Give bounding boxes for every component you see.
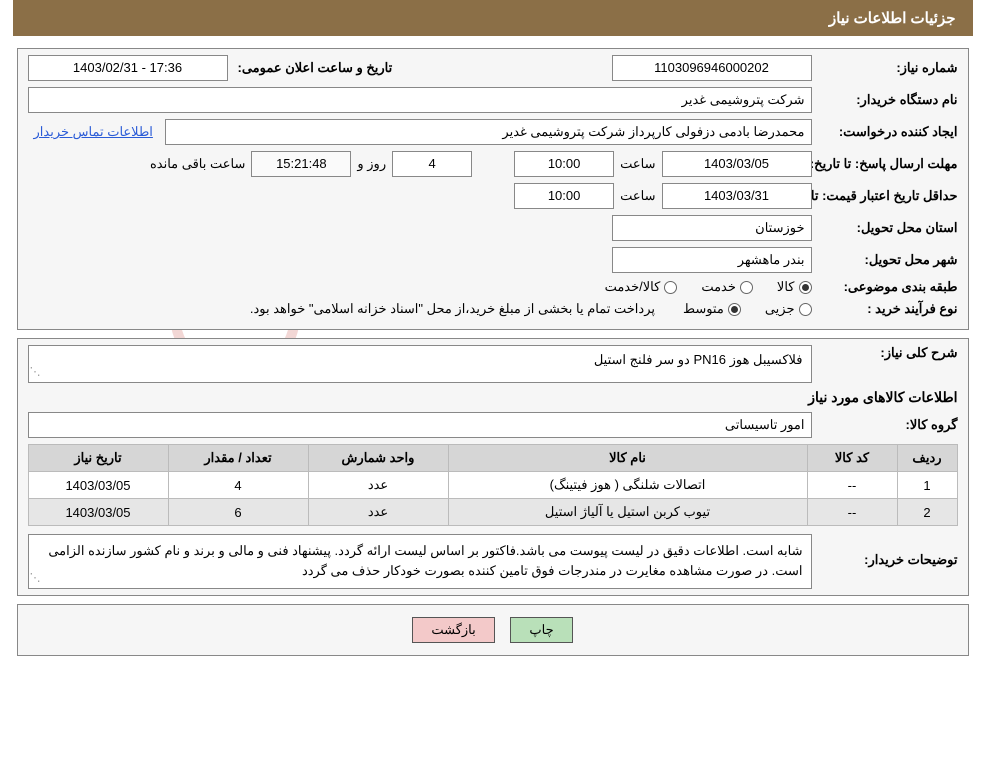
label-price-validity: حداقل تاریخ اعتبار قیمت: تا تاریخ:: [818, 188, 958, 204]
col-name: نام کالا: [448, 445, 807, 472]
radio-cat-service[interactable]: خدمت: [701, 279, 753, 295]
cell-row: 2: [897, 499, 957, 526]
link-contact-buyer[interactable]: اطلاعات تماس خریدار: [28, 124, 159, 140]
field-province: خوزستان: [612, 215, 812, 241]
field-buyer-notes: شابه است. اطلاعات دقیق در لیست پیوست می …: [28, 534, 812, 589]
col-code: کد کالا: [807, 445, 897, 472]
table-header-row: ردیف کد کالا نام کالا واحد شمارش تعداد /…: [28, 445, 957, 472]
cell-unit: عدد: [308, 499, 448, 526]
col-row: ردیف: [897, 445, 957, 472]
label-time-remaining: ساعت باقی مانده: [150, 156, 245, 172]
label-general-desc: شرح کلی نیاز:: [818, 345, 958, 361]
field-need-no: 1103096946000202: [612, 55, 812, 81]
field-buyer-org: شرکت پتروشیمی غدیر: [28, 87, 812, 113]
cell-date: 1403/03/05: [28, 472, 168, 499]
button-row: چاپ بازگشت: [17, 604, 969, 656]
field-reply-time: 10:00: [514, 151, 614, 177]
details-frame: شرح کلی نیاز: فلاکسیبل هوز PN16 دو سر فل…: [17, 338, 969, 596]
header-title: جزئیات اطلاعات نیاز: [829, 10, 956, 27]
radio-circle-icon: [740, 281, 753, 294]
field-requester: محمدرضا بادمی دزفولی کارپرداز شرکت پتروش…: [165, 119, 812, 145]
label-buyer-notes: توضیحات خریدار:: [818, 534, 958, 568]
resize-handle-icon: ⋰: [31, 370, 41, 380]
label-hour-2: ساعت: [620, 188, 655, 204]
label-category: طبقه بندی موضوعی:: [818, 279, 958, 295]
field-city: بندر ماهشهر: [612, 247, 812, 273]
field-validity-time: 10:00: [514, 183, 614, 209]
cell-qty: 4: [168, 472, 308, 499]
label-city: شهر محل تحویل:: [818, 252, 958, 268]
label-need-no: شماره نیاز:: [818, 60, 958, 76]
col-qty: تعداد / مقدار: [168, 445, 308, 472]
label-reply-deadline: مهلت ارسال پاسخ: تا تاریخ:: [818, 156, 958, 172]
cell-name: اتصالات شلنگی ( هوز فیتینگ): [448, 472, 807, 499]
field-validity-date: 1403/03/31: [662, 183, 812, 209]
cell-date: 1403/03/05: [28, 499, 168, 526]
field-announce-date: 17:36 - 1403/02/31: [28, 55, 228, 81]
label-province: استان محل تحویل:: [818, 220, 958, 236]
label-requester: ایجاد کننده درخواست:: [818, 124, 958, 140]
cell-row: 1: [897, 472, 957, 499]
field-days-left: 4: [392, 151, 472, 177]
table-row: 2 -- تیوب کربن استیل یا آلیاژ استیل عدد …: [28, 499, 957, 526]
label-goods-group: گروه کالا:: [818, 417, 958, 433]
radio-cat-goods-service[interactable]: کالا/خدمت: [605, 279, 678, 295]
cell-code: --: [807, 472, 897, 499]
items-table: ردیف کد کالا نام کالا واحد شمارش تعداد /…: [28, 444, 958, 526]
label-announce-date: تاریخ و ساعت اعلان عمومی:: [234, 60, 393, 76]
resize-handle-icon: ⋰: [31, 576, 41, 586]
radio-circle-icon: [799, 281, 812, 294]
label-buyer-org: نام دستگاه خریدار:: [818, 92, 958, 108]
col-unit: واحد شمارش: [308, 445, 448, 472]
label-purchase-type: نوع فرآیند خرید :: [818, 301, 958, 317]
header-bar: جزئیات اطلاعات نیاز: [13, 0, 973, 36]
heading-goods-info: اطلاعات کالاهای مورد نیاز: [28, 389, 958, 406]
cell-unit: عدد: [308, 472, 448, 499]
field-countdown: 15:21:48: [251, 151, 351, 177]
radio-pt-partial[interactable]: جزیی: [765, 301, 812, 317]
cell-qty: 6: [168, 499, 308, 526]
info-frame: شماره نیاز: 1103096946000202 تاریخ و ساع…: [17, 48, 969, 330]
table-row: 1 -- اتصالات شلنگی ( هوز فیتینگ) عدد 4 1…: [28, 472, 957, 499]
radio-circle-icon: [799, 303, 812, 316]
field-reply-date: 1403/03/05: [662, 151, 812, 177]
print-button[interactable]: چاپ: [510, 617, 572, 643]
label-day-and: روز و: [357, 156, 386, 172]
radio-circle-icon: [664, 281, 677, 294]
radio-cat-goods[interactable]: کالا: [777, 279, 812, 295]
cell-code: --: [807, 499, 897, 526]
label-hour-1: ساعت: [620, 156, 655, 172]
field-general-desc: فلاکسیبل هوز PN16 دو سر فلنج استیل ⋰: [28, 345, 812, 383]
radio-circle-icon: [728, 303, 741, 316]
cell-name: تیوب کربن استیل یا آلیاژ استیل: [448, 499, 807, 526]
label-payment-note: پرداخت تمام یا بخشی از مبلغ خرید،از محل …: [250, 301, 655, 317]
col-date: تاریخ نیاز: [28, 445, 168, 472]
back-button[interactable]: بازگشت: [412, 617, 494, 643]
field-goods-group: امور تاسیساتی: [28, 412, 812, 438]
radio-pt-medium[interactable]: متوسط: [683, 301, 741, 317]
